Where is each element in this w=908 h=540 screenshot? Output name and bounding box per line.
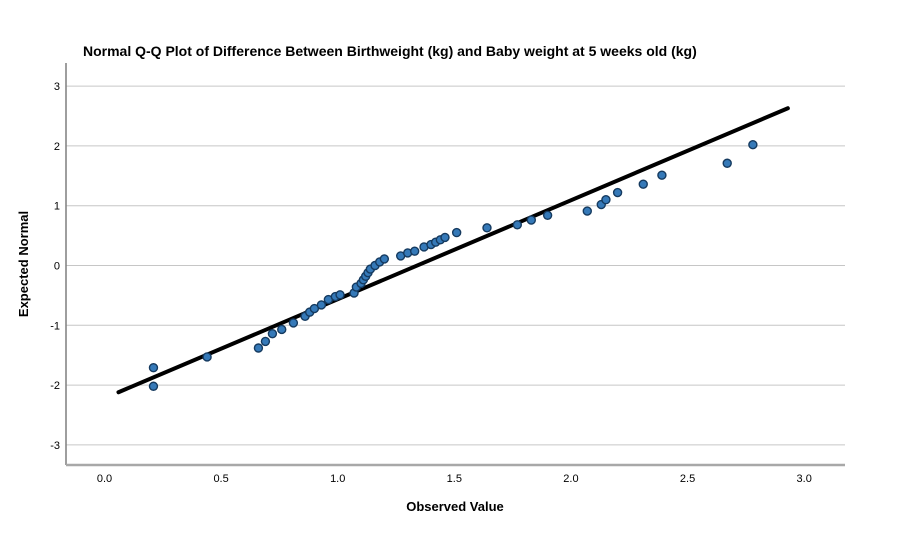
x-tick-label: 2.5 [680,473,695,485]
data-point [277,324,287,335]
chart-title: Normal Q-Q Plot of Difference Between Bi… [83,43,697,59]
data-point [722,158,732,168]
data-point [335,290,345,300]
data-point [601,195,611,205]
normality-reference-line [116,106,790,395]
y-tick-label: 3 [54,81,60,93]
axes-group [65,63,845,467]
data-point [288,318,299,328]
data-point [526,215,537,225]
reference-line-group [116,106,790,395]
data-point [482,223,492,233]
data-point [512,220,523,230]
data-point [148,381,159,391]
data-point [379,254,390,264]
x-tick-label: 1.5 [447,473,462,485]
y-axis-label: Expected Normal [16,211,31,317]
x-tick-label: 0.5 [213,473,228,485]
data-point [748,140,758,150]
x-tick-label: 0.0 [97,473,112,485]
y-tick-label: -3 [50,440,60,452]
y-tick-label: 1 [54,201,60,213]
x-tick-label: 2.0 [563,473,578,485]
data-point [267,328,278,339]
tick-labels-group: -3 -2 -1 0 1 2 3 0.0 0.5 1.0 1.5 2.0 2.5 3.0 [50,81,812,485]
data-point [253,343,264,353]
data-point [612,187,623,198]
data-point [657,170,667,180]
data-point [582,206,592,216]
data-point [409,246,420,256]
data-point [260,336,271,347]
x-tick-label: 3.0 [797,473,812,485]
data-point [148,363,159,373]
data-point [440,232,450,243]
y-tick-label: -2 [50,380,60,392]
data-point [542,210,553,220]
y-tick-label: -1 [50,320,60,332]
data-point [316,300,327,310]
data-points-group [148,140,758,391]
y-tick-label: 0 [54,260,60,272]
data-point [451,227,462,238]
x-tick-label: 1.0 [330,473,345,485]
data-point [638,179,648,189]
x-axis-label: Observed Value [406,499,504,514]
y-tick-label: 2 [54,141,60,153]
gridlines-group [66,85,845,446]
data-point [202,352,212,362]
